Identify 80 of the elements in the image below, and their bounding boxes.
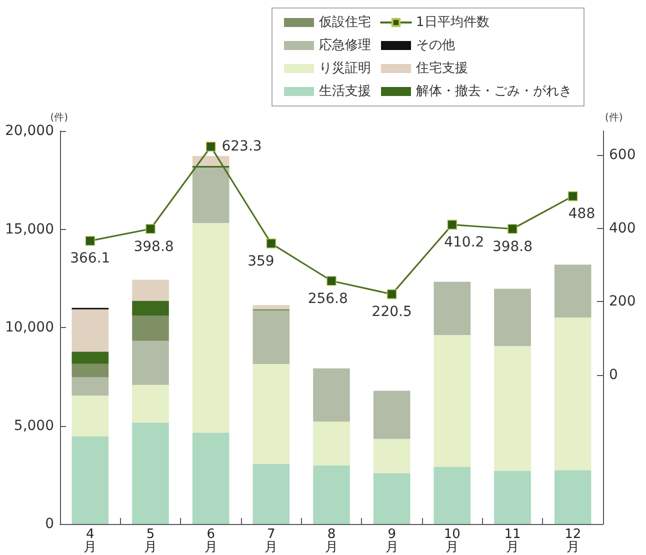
bar (373, 438, 410, 474)
point (568, 191, 578, 202)
y-axis-title: (件) (50, 112, 68, 124)
y2-tick-label: 600 (609, 147, 636, 164)
data-label: 220.5 (372, 304, 412, 320)
legend-label: 解体・撤去・ごみ・がれき (416, 84, 572, 99)
x-tick-label: 10月 (444, 527, 460, 555)
x-tick-label: 4月 (84, 527, 97, 555)
x-tick-label: 8月 (325, 527, 338, 555)
bar (72, 377, 109, 396)
data-label: 410.2 (444, 234, 484, 251)
point (326, 276, 336, 286)
bar (554, 470, 592, 524)
bar (252, 364, 290, 464)
data-label: 359 (248, 253, 274, 270)
bar (132, 300, 169, 316)
data-label: 488 (568, 206, 596, 222)
bar (494, 470, 531, 524)
bar (313, 368, 350, 422)
bar (554, 317, 592, 470)
bar (434, 282, 471, 335)
bar (132, 422, 169, 524)
legend-label: 1日平均件数 (416, 15, 490, 30)
point (146, 224, 156, 234)
bar (132, 340, 169, 385)
legend-label: その他 (416, 38, 455, 53)
y-tick-label: 5,000 (14, 418, 54, 434)
y2-tick-label: 0 (609, 366, 618, 383)
bar (494, 288, 531, 346)
bar (252, 305, 290, 310)
point (266, 238, 276, 248)
y2-tick-label: 200 (609, 294, 636, 310)
bar (494, 346, 531, 471)
bar (313, 422, 350, 466)
y-tick-label: 15,000 (5, 221, 54, 238)
x-tick-label: 9月 (385, 527, 398, 555)
bar (434, 334, 471, 468)
data-label: 398.8 (492, 238, 533, 255)
bar (192, 168, 230, 223)
point (447, 220, 458, 230)
bar (434, 467, 471, 524)
legend-label: り災証明 (319, 61, 371, 76)
bar (554, 264, 592, 318)
legend-label: 生活支援 (319, 84, 371, 99)
bar (72, 396, 109, 437)
data-label: 398.8 (134, 238, 174, 255)
y-tick-label: 10,000 (5, 320, 54, 336)
data-label: 623.3 (222, 138, 262, 155)
legend-label: 応急修理 (319, 37, 371, 53)
bar (313, 465, 350, 524)
bar (132, 280, 169, 301)
y2-tick-label: 400 (609, 220, 636, 236)
bar (192, 222, 230, 433)
bar (132, 384, 169, 423)
point (206, 142, 216, 152)
x-tick-label: 5月 (144, 527, 157, 555)
x-tick-label: 7月 (264, 527, 278, 555)
x-tick-label: 12月 (564, 527, 582, 555)
bar (72, 309, 109, 352)
y-tick-label: 20,000 (5, 123, 54, 139)
point (386, 289, 397, 300)
bar (373, 390, 410, 439)
bar (72, 436, 109, 524)
y2-axis-title: (件) (605, 112, 623, 124)
bar (72, 364, 109, 378)
legend-label: 住宅支援 (415, 60, 468, 76)
x-tick-label: 6月 (204, 527, 218, 555)
point (85, 236, 96, 246)
bar (132, 316, 169, 341)
data-label: 256.8 (308, 290, 348, 307)
bar (252, 310, 290, 364)
x-tick-label: 11月 (504, 527, 521, 555)
bar (72, 352, 109, 364)
data-label: 366.1 (70, 250, 110, 267)
y-tick-label: 0 (45, 516, 54, 532)
bar (252, 464, 290, 524)
point (508, 224, 518, 234)
bar (192, 432, 230, 524)
legend-label: 仮設住宅 (318, 14, 371, 30)
bar (373, 473, 410, 524)
